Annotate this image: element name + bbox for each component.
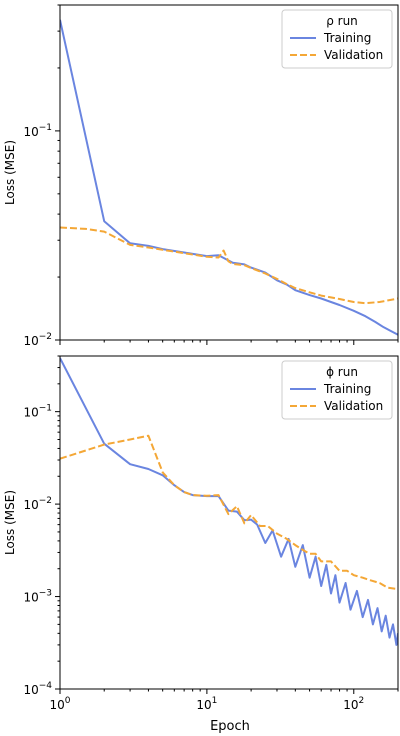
legend-title: ϕ run <box>326 365 358 379</box>
legend-box <box>281 360 393 420</box>
x-axis-label: Epoch <box>210 719 250 734</box>
legend: ρ run Training Validation <box>281 9 393 69</box>
plot-panels: 10−1 10−2 Loss (MSE) ρ run Training Validatio… <box>3 4 399 712</box>
y-tick-label: 10−1 <box>23 123 52 139</box>
legend-box <box>281 9 393 69</box>
legend-entry-validation: Validation <box>324 48 383 62</box>
legend-entry-validation: Validation <box>324 399 383 413</box>
chart-panel-1: 10−1 10−2 Loss (MSE) ρ run Training Validatio… <box>3 4 399 348</box>
y-axis-label: Loss (MSE) <box>3 490 17 555</box>
x-tick-label: 102 <box>343 696 364 712</box>
legend-entry-training: Training <box>323 31 371 45</box>
y-tick-label: 10−2 <box>23 332 52 348</box>
series-line-validation <box>60 226 398 305</box>
axes-frame <box>59 4 399 341</box>
legend: ϕ run Training Validation <box>281 360 393 420</box>
y-tick-label: 10−3 <box>23 589 52 605</box>
y-tick-label: 10−1 <box>23 404 52 420</box>
series-line-validation <box>60 434 398 591</box>
x-tick-label: 100 <box>49 696 70 712</box>
y-tick-label: 10−2 <box>23 496 52 512</box>
legend-title: ρ run <box>326 14 358 28</box>
y-tick-label: 10−4 <box>23 681 52 697</box>
x-tick-label: 101 <box>196 696 217 712</box>
legend-entry-training: Training <box>323 382 371 396</box>
axes-frame <box>59 355 399 690</box>
y-axis-label: Loss (MSE) <box>3 140 17 205</box>
